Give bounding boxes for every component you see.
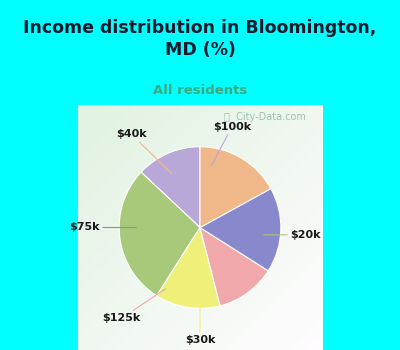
Text: $125k: $125k: [102, 289, 166, 323]
Wedge shape: [200, 189, 281, 271]
Text: $100k: $100k: [211, 122, 251, 166]
Text: ⓘ  City-Data.com: ⓘ City-Data.com: [224, 112, 306, 122]
Wedge shape: [157, 228, 220, 308]
Wedge shape: [200, 147, 271, 228]
Text: $20k: $20k: [264, 230, 320, 240]
Text: $40k: $40k: [116, 130, 172, 174]
Wedge shape: [141, 147, 200, 228]
Text: $75k: $75k: [70, 223, 136, 232]
Wedge shape: [200, 228, 268, 306]
Text: Income distribution in Bloomington,
MD (%): Income distribution in Bloomington, MD (…: [23, 19, 377, 60]
Wedge shape: [119, 172, 200, 296]
Text: All residents: All residents: [153, 84, 247, 97]
Text: $30k: $30k: [185, 296, 215, 345]
